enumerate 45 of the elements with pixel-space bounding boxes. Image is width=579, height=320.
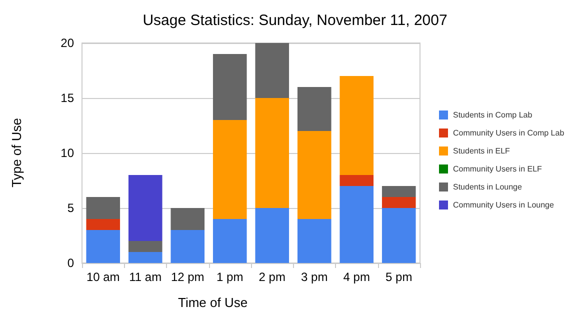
- bar: [170, 230, 205, 263]
- bar: [382, 186, 416, 197]
- bar: [86, 230, 120, 263]
- x-axis-title: Time of Use: [178, 295, 248, 310]
- bar: [255, 98, 290, 208]
- bar: [128, 241, 162, 252]
- legend-label: Community Users in ELF: [453, 164, 542, 174]
- x-tick-label: 1 pm: [216, 270, 244, 284]
- bar: [128, 175, 162, 241]
- x-tick-label: 11 am: [129, 270, 162, 284]
- y-axis-title: Type of Use: [9, 118, 24, 188]
- x-tick-label: 5 pm: [386, 270, 412, 284]
- bar: [340, 186, 374, 263]
- bar: [255, 208, 290, 263]
- bar: [340, 175, 374, 186]
- bar: [255, 43, 290, 98]
- bar: [128, 252, 162, 263]
- x-tick-label: 12 pm: [170, 270, 204, 284]
- legend-label: Students in Comp Lab: [453, 110, 533, 120]
- y-tick-label: 15: [60, 91, 74, 105]
- x-tick-label: 2 pm: [258, 270, 286, 284]
- chart-title: Usage Statistics: Sunday, November 11, 2007: [142, 12, 448, 29]
- bar: [86, 197, 120, 219]
- legend-label: Community Users in Comp Lab: [453, 128, 565, 138]
- bar: [212, 54, 247, 120]
- bar: [212, 219, 247, 263]
- bar: [297, 131, 332, 219]
- y-tick-label: 20: [60, 36, 74, 50]
- bar: [212, 120, 247, 219]
- x-tick-label: 10 am: [86, 270, 120, 284]
- bar: [340, 76, 374, 175]
- bar: [170, 208, 205, 230]
- legend-label: Students in Lounge: [453, 182, 522, 192]
- bar: [382, 208, 416, 263]
- y-tick-label: 10: [60, 146, 74, 160]
- y-tick-label: 5: [67, 201, 74, 215]
- x-tick-label: 4 pm: [343, 270, 370, 284]
- bar: [86, 219, 120, 230]
- bar: [297, 87, 332, 131]
- x-tick-label: 3 pm: [301, 270, 328, 284]
- legend-label: Community Users in Lounge: [453, 200, 554, 210]
- legend-label: Students in ELF: [453, 146, 510, 156]
- y-tick-label: 0: [67, 256, 74, 270]
- bar: [297, 219, 332, 263]
- bar: [382, 197, 416, 208]
